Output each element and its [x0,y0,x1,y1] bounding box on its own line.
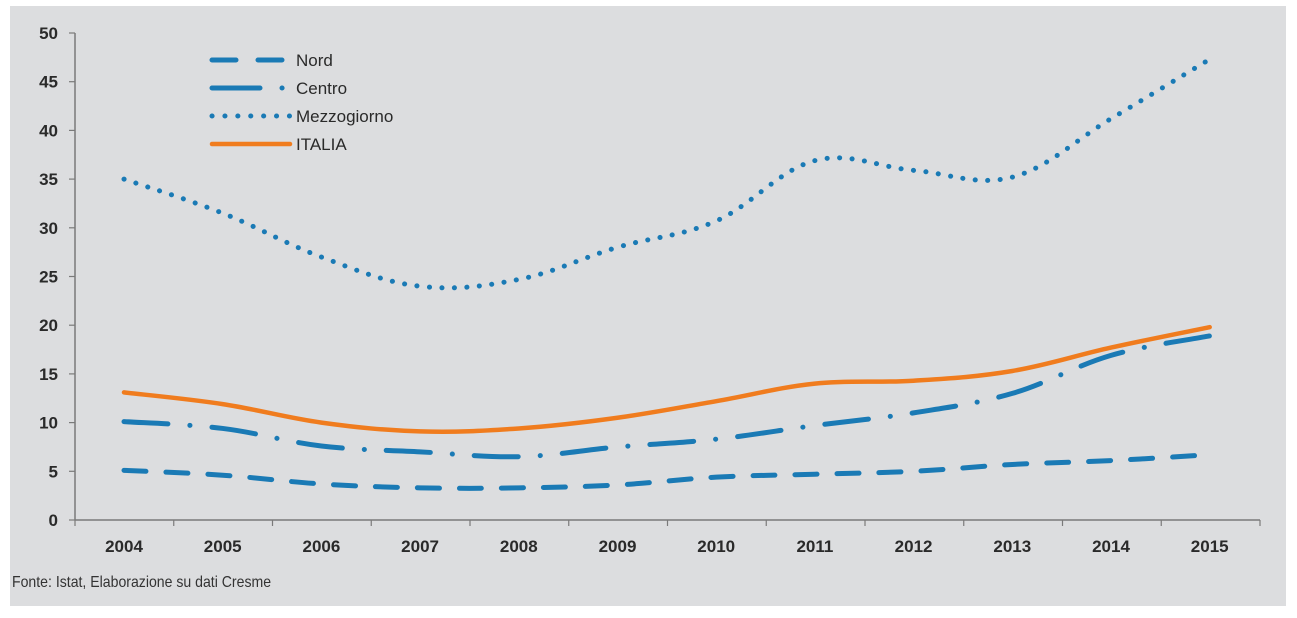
legend-label-centro: Centro [296,79,347,98]
y-tick-label: 0 [49,511,58,530]
y-tick-label: 20 [39,316,58,335]
y-tick-label: 40 [39,121,58,140]
series-line-italia [121,324,1212,434]
x-tick-label: 2014 [1092,537,1130,556]
x-tick-label: 2004 [105,537,143,556]
axes: 0 5 10 15 20 25 30 35 40 45 50 2004 2005 2006 2007 2008… [39,24,1261,556]
series-layer [121,56,1213,491]
x-tick-label: 2008 [500,537,538,556]
chart-panel [10,6,1286,606]
x-tick-label: 2006 [302,537,340,556]
x-tick-label: 2009 [599,537,637,556]
legend-label-italia: ITALIA [296,135,347,154]
y-tick-label: 35 [39,170,58,189]
series-line-centro [121,333,1213,460]
legend: Nord Centro Mezzogiorno ITALIA [209,51,393,154]
series-line-nord [121,452,1213,491]
y-tick-label: 25 [39,268,58,287]
x-tick-label: 2015 [1191,537,1229,556]
y-tick-label: 30 [39,219,58,238]
x-tick-label: 2013 [993,537,1031,556]
x-tick-label: 2012 [895,537,933,556]
x-tick-label: 2007 [401,537,439,556]
y-tick-label: 5 [49,462,58,481]
legend-label-mezzogiorno: Mezzogiorno [296,107,393,126]
source-note: Fonte: Istat, Elaborazione su dati Cresm… [12,574,272,591]
x-tick-label: 2005 [204,537,242,556]
y-tick-label: 15 [39,365,58,384]
y-tick-label: 10 [39,414,58,433]
x-tick-label: 2010 [697,537,735,556]
y-tick-label: 45 [39,73,58,92]
y-tick-label: 50 [39,24,58,43]
x-tick-label: 2011 [796,537,833,556]
legend-label-nord: Nord [296,51,333,70]
series-line-mezzogiorno [121,56,1213,291]
